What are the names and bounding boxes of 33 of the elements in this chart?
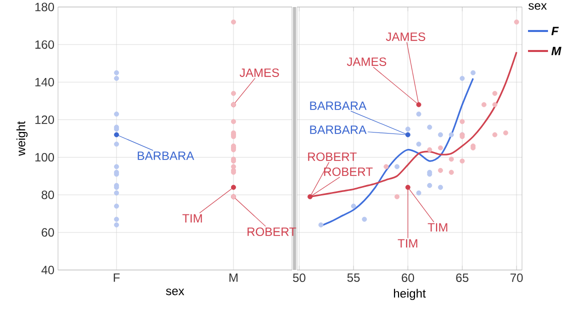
y-tick-label: 80	[42, 190, 54, 200]
y-tick-label: 120	[35, 115, 54, 124]
x-tick-label: 65	[456, 274, 468, 282]
y-axis-title: weight	[16, 121, 28, 156]
x-axis-title: sex	[166, 288, 184, 296]
x-tick-label: 60	[402, 274, 414, 282]
y-tick-label: 140	[35, 78, 54, 86]
annotation: ROBERT	[248, 227, 296, 236]
x-tick-label: M	[229, 274, 238, 282]
x-tick-label: 70	[510, 274, 523, 282]
y-tick-label: 40	[41, 266, 54, 274]
annotation: TIM	[428, 223, 448, 232]
annotation: JAMES	[386, 32, 426, 41]
annotation: JAMES	[240, 68, 279, 77]
y-tick-label: 180	[35, 2, 54, 12]
annotation: BARBARA	[138, 152, 194, 160]
annotation: JAMES	[346, 57, 386, 66]
legend-label: F	[551, 26, 559, 36]
y-tick-label: 60	[42, 228, 54, 237]
x-axis-title: height	[394, 288, 426, 300]
annotation: TIM	[398, 239, 418, 248]
y-tick-label: 100	[35, 153, 54, 162]
legend-title: sex	[528, 3, 547, 10]
legend-label: M	[551, 46, 562, 56]
x-tick-label: F	[114, 274, 120, 282]
x-tick-label: 55	[347, 274, 360, 282]
y-tick-label: 160	[35, 40, 54, 49]
annotation: TIM	[182, 214, 202, 222]
annotation: BARBARA	[310, 102, 367, 110]
annotation: ROBERT	[324, 167, 373, 176]
annotation: ROBERT	[308, 152, 357, 161]
x-tick-label: 50	[292, 274, 306, 282]
annotation: BARBARA	[310, 126, 367, 134]
